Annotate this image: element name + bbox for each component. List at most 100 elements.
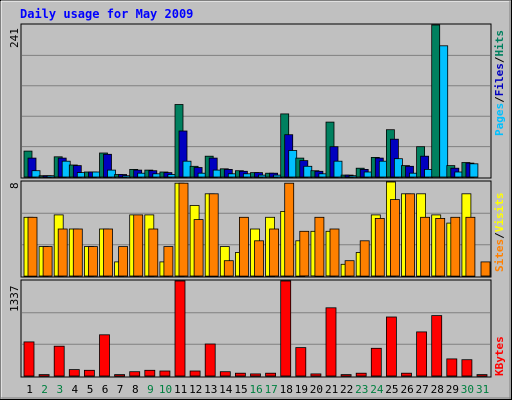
- bar-sites-day-6: [103, 228, 113, 277]
- x-tick-label-day-22: 22: [340, 383, 353, 396]
- bar-kbytes-day-4: [68, 369, 80, 377]
- bar-sites-day-16: [254, 240, 264, 277]
- bar-kbytes-day-24: [370, 347, 382, 377]
- x-tick-label-day-9: 9: [147, 383, 154, 396]
- x-tick-label-day-31: 31: [476, 383, 489, 396]
- panel-hits-bars: [22, 24, 490, 178]
- bar-kbytes-day-19: [295, 347, 307, 377]
- x-tick-label-day-13: 13: [204, 383, 217, 396]
- bar-kbytes-day-8: [129, 371, 141, 377]
- bar-kbytes-day-27: [416, 331, 428, 377]
- panel-visits-legend: Sites/Visits: [493, 193, 506, 273]
- bar-kbytes-day-14: [219, 371, 231, 377]
- panel-visits-bars: [22, 181, 491, 277]
- bar-pages-day-28: [439, 45, 449, 178]
- x-tick-label-day-15: 15: [234, 383, 247, 396]
- x-tick-label-day-5: 5: [87, 383, 94, 396]
- bar-sites-day-27: [420, 216, 431, 277]
- x-tick-label-day-23: 23: [355, 383, 368, 396]
- bar-sites-day-5: [88, 246, 98, 277]
- x-tick-label-day-24: 24: [370, 383, 384, 396]
- x-tick-label-day-11: 11: [174, 383, 187, 396]
- bar-sites-day-4: [72, 228, 83, 277]
- x-tick-label-day-2: 2: [41, 383, 48, 396]
- legend-hits: Hits: [493, 30, 506, 57]
- bar-kbytes-day-10: [159, 370, 171, 377]
- legend-files: Files: [493, 63, 506, 96]
- x-tick-label-day-8: 8: [132, 383, 139, 396]
- bar-kbytes-day-17: [265, 372, 277, 377]
- x-tick-label-day-26: 26: [400, 383, 413, 396]
- bar-kbytes-day-11: [174, 280, 186, 377]
- bar-kbytes-day-16: [250, 373, 261, 377]
- bar-sites-day-2: [42, 246, 53, 277]
- x-tick-label-day-29: 29: [446, 383, 459, 396]
- bar-kbytes-day-31: [476, 374, 488, 377]
- bar-sites-day-18: [284, 182, 295, 277]
- x-tick-label-day-20: 20: [310, 383, 323, 396]
- bar-kbytes-day-13: [204, 343, 216, 377]
- bar-kbytes-day-30: [461, 359, 473, 377]
- legend-kbytes: KBytes: [493, 336, 506, 376]
- x-tick-label-day-28: 28: [431, 383, 444, 396]
- x-tick-label-day-25: 25: [385, 383, 398, 396]
- panel-hits: 241 Pages/Files/Hits: [8, 23, 506, 179]
- x-tick-label-day-3: 3: [56, 383, 63, 396]
- bar-kbytes-day-5: [84, 369, 95, 377]
- bar-sites-day-3: [57, 228, 68, 277]
- bar-sites-day-19: [299, 230, 310, 277]
- bar-kbytes-day-20: [310, 373, 322, 377]
- bar-sites-day-14: [223, 260, 234, 277]
- bar-kbytes-day-12: [189, 370, 201, 377]
- bar-sites-day-22: [344, 260, 355, 277]
- bar-sites-day-10: [163, 246, 174, 277]
- bar-kbytes-day-6: [99, 334, 110, 377]
- bar-kbytes-day-25: [385, 316, 397, 377]
- bar-kbytes-day-18: [280, 280, 292, 377]
- bar-sites-day-26: [405, 193, 415, 277]
- bar-kbytes-day-3: [53, 345, 65, 377]
- panel-kbytes: 1337 KBytes: [8, 279, 506, 378]
- bar-sites-day-7: [118, 246, 128, 277]
- x-tick-label-day-14: 14: [219, 383, 233, 396]
- bar-sites-day-28: [435, 217, 446, 277]
- panel-kbytes-legend: KBytes: [493, 336, 506, 376]
- bar-kbytes-day-15: [234, 372, 246, 377]
- bar-hits-day-28: [431, 24, 441, 178]
- x-tick-label-day-27: 27: [415, 383, 428, 396]
- bar-sites-day-11: [178, 182, 189, 277]
- legend-separator: /: [493, 232, 506, 239]
- panel-visits-ymax-label: 8: [8, 182, 21, 189]
- x-tick-label-day-21: 21: [325, 383, 338, 396]
- x-tick-label-day-6: 6: [102, 383, 109, 396]
- panel-kbytes-ymax-label: 1337: [8, 286, 21, 313]
- bar-kbytes-day-1: [23, 341, 35, 377]
- bar-kbytes-day-7: [114, 374, 125, 377]
- x-tick-label-day-19: 19: [295, 383, 308, 396]
- x-tick-label-day-30: 30: [461, 383, 474, 396]
- bar-kbytes-day-21: [325, 307, 337, 377]
- legend-pages: Pages: [493, 103, 506, 136]
- x-tick-label-day-16: 16: [249, 383, 262, 396]
- bar-sites-day-31: [480, 261, 491, 277]
- bar-sites-day-29: [450, 216, 461, 277]
- bar-pages-day-1: [31, 170, 41, 178]
- bar-sites-day-1: [27, 216, 38, 277]
- bar-sites-day-20: [314, 216, 325, 277]
- panel-hits-plot-area: [20, 23, 492, 179]
- x-tick-label-day-12: 12: [189, 383, 202, 396]
- x-tick-label-day-17: 17: [265, 383, 278, 396]
- bar-pages-day-21: [333, 160, 343, 178]
- bar-kbytes-day-23: [355, 372, 367, 377]
- bar-sites-day-15: [238, 216, 249, 277]
- bar-sites-day-25: [389, 199, 400, 277]
- bar-sites-day-30: [465, 216, 476, 277]
- x-tick-label-day-7: 7: [117, 383, 124, 396]
- bar-sites-day-13: [208, 193, 219, 277]
- bar-sites-day-24: [374, 217, 385, 277]
- bar-pages-day-6: [107, 169, 116, 178]
- bar-sites-day-12: [193, 219, 204, 277]
- bar-pages-day-30: [469, 163, 479, 178]
- bar-kbytes-day-28: [431, 315, 443, 377]
